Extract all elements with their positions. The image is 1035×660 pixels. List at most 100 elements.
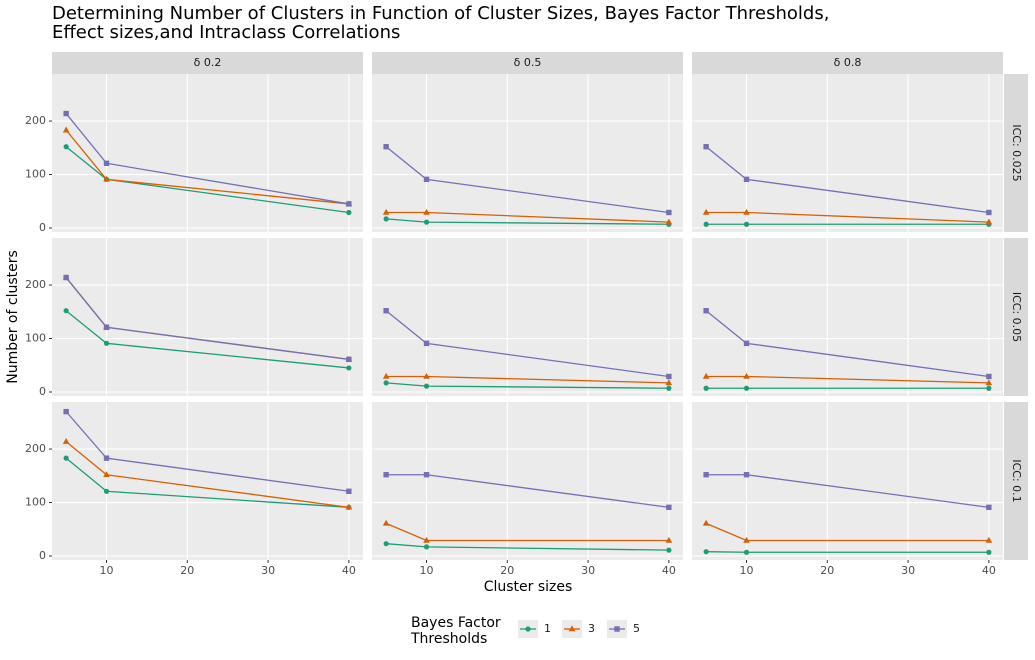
- row-strip-label: ICC: 0.05: [1010, 292, 1023, 342]
- data-point: [63, 274, 69, 281]
- y-tick-label: 0: [39, 549, 46, 562]
- data-point: [62, 126, 70, 133]
- data-point: [703, 549, 709, 555]
- chart-title: Effect sizes,and Intraclass Correlations: [52, 22, 400, 43]
- y-tick-label: 200: [25, 442, 46, 455]
- data-point: [383, 216, 389, 222]
- data-point: [382, 372, 390, 379]
- data-point: [703, 472, 709, 478]
- legend-title: Thresholds: [410, 631, 487, 647]
- x-tick-label: 10: [740, 564, 754, 577]
- data-point: [423, 176, 430, 183]
- chart-title: Determining Number of Clusters in Functi…: [52, 3, 829, 24]
- data-point: [986, 549, 992, 555]
- data-point: [103, 455, 110, 461]
- panel-background: [372, 238, 683, 396]
- y-tick-label: 100: [25, 496, 46, 509]
- panel-background: [692, 74, 1003, 232]
- x-tick-label: 30: [581, 564, 595, 577]
- y-tick-label: 100: [25, 168, 46, 181]
- panel-background: [52, 238, 363, 396]
- data-point: [423, 544, 430, 550]
- panel-background: [52, 74, 363, 232]
- data-point: [743, 221, 750, 227]
- data-point: [383, 144, 389, 150]
- data-point: [702, 208, 710, 215]
- data-point: [985, 218, 993, 225]
- data-point: [986, 504, 992, 511]
- x-tick-label: 10: [100, 564, 114, 577]
- data-point: [743, 472, 750, 478]
- row-strip-label: ICC: 0.025: [1010, 124, 1023, 181]
- data-point: [383, 308, 389, 314]
- data-point: [702, 372, 710, 379]
- data-point: [423, 340, 430, 347]
- data-point: [743, 372, 750, 379]
- data-point: [103, 340, 110, 346]
- data-point: [383, 472, 389, 478]
- x-tick-label: 40: [662, 564, 676, 577]
- data-point: [986, 373, 992, 380]
- column-strip-label: δ 0.2: [194, 56, 222, 69]
- data-point: [346, 356, 352, 363]
- legend-label: 5: [633, 622, 640, 635]
- data-point: [703, 144, 709, 150]
- x-tick-label: 20: [180, 564, 194, 577]
- y-axis-title: Number of clusters: [5, 250, 21, 384]
- row-strip: [1004, 402, 1028, 560]
- x-tick-label: 20: [820, 564, 834, 577]
- y-tick-label: 0: [39, 221, 46, 234]
- column-strip: [372, 52, 683, 74]
- data-point: [63, 455, 69, 461]
- legend-label: 3: [588, 622, 595, 635]
- data-point: [383, 380, 389, 386]
- data-point: [346, 209, 352, 216]
- x-tick-label: 40: [342, 564, 356, 577]
- y-tick-label: 100: [25, 332, 46, 345]
- data-point: [666, 385, 672, 391]
- legend-marker: [568, 625, 576, 632]
- data-point: [103, 160, 110, 166]
- data-point: [62, 437, 70, 444]
- data-point: [743, 549, 750, 555]
- data-point: [666, 373, 672, 380]
- panel-background: [692, 238, 1003, 396]
- data-point: [666, 547, 672, 553]
- column-strip-label: δ 0.8: [834, 56, 862, 69]
- data-point: [665, 218, 673, 225]
- data-point: [985, 536, 993, 543]
- legend-marker: [525, 626, 531, 632]
- x-axis-title: Cluster sizes: [484, 579, 573, 595]
- data-point: [423, 536, 430, 543]
- data-point: [703, 308, 709, 314]
- data-point: [345, 503, 353, 510]
- data-point: [103, 488, 110, 494]
- data-point: [423, 208, 430, 215]
- data-point: [986, 385, 992, 391]
- data-point: [103, 471, 110, 478]
- data-point: [703, 221, 709, 227]
- x-tick-label: 30: [261, 564, 275, 577]
- panel-background: [372, 74, 683, 232]
- row-strip: [1004, 238, 1028, 396]
- data-point: [423, 219, 430, 225]
- data-point: [665, 536, 673, 543]
- column-strip: [52, 52, 363, 74]
- data-point: [743, 385, 750, 391]
- data-point: [743, 208, 750, 215]
- data-point: [743, 536, 750, 543]
- data-point: [985, 379, 993, 386]
- data-point: [743, 176, 750, 183]
- data-point: [103, 324, 110, 330]
- data-point: [665, 379, 673, 386]
- data-point: [103, 175, 110, 182]
- legend-marker: [614, 626, 620, 632]
- data-point: [346, 201, 352, 207]
- data-point: [346, 365, 352, 371]
- data-point: [703, 385, 709, 391]
- data-point: [63, 110, 69, 117]
- data-point: [423, 372, 430, 379]
- data-point: [986, 209, 992, 216]
- row-strip: [1004, 74, 1028, 232]
